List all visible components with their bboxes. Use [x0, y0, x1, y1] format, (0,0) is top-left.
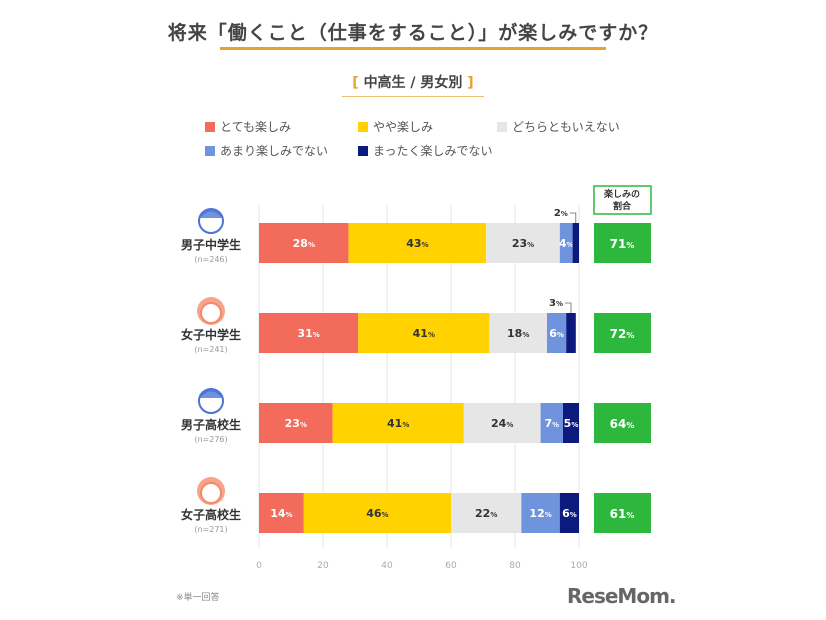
- bar-segment: [559, 223, 573, 263]
- bar-segment: [259, 403, 333, 443]
- footnote: ※単一回答: [176, 593, 220, 603]
- chart-subtitle: [ 中高生 / 男女別 ]: [352, 75, 474, 91]
- legend-swatch: [205, 145, 215, 156]
- logo: ReseMom.: [567, 584, 677, 608]
- total-label: 72%: [610, 327, 635, 341]
- category-label: 男子中学生: [181, 237, 241, 252]
- callout-line: [565, 302, 572, 313]
- bar-segment: [358, 313, 490, 353]
- data-label: 41%: [387, 417, 409, 430]
- data-label: 7%: [544, 417, 559, 430]
- data-label: 6%: [549, 327, 564, 340]
- total-box: [594, 493, 651, 533]
- x-tick-label: 0: [256, 561, 262, 571]
- x-tick-label: 100: [570, 561, 587, 571]
- callout-line: [569, 212, 577, 223]
- legend-label: やや楽しみ: [373, 120, 434, 134]
- total-label: 71%: [610, 237, 635, 251]
- category-n: (n=246): [194, 255, 227, 264]
- data-label: 31%: [297, 327, 319, 340]
- bar-segment: [540, 403, 563, 443]
- legend-item: あまり楽しみでない: [205, 142, 328, 159]
- bar-segment: [572, 223, 579, 263]
- legend-item: とても楽しみ: [205, 118, 291, 135]
- bar-segment: [563, 403, 579, 443]
- bar-segment: [332, 403, 464, 443]
- bar-segment: [521, 493, 560, 533]
- legend-label: まったく楽しみでない: [373, 144, 493, 158]
- legend-swatch: [205, 121, 215, 132]
- bar-segment: [259, 313, 359, 353]
- chart-title: 将来「働くこと（仕事をすること）」が楽しみですか？: [167, 22, 659, 44]
- total-box: [594, 313, 651, 353]
- data-label: 5%: [564, 417, 579, 430]
- data-label: 4%: [559, 237, 574, 250]
- subtitle-text: 中高生 / 男女別: [363, 75, 463, 91]
- data-label: 24%: [491, 417, 513, 430]
- bar-segment: [489, 313, 547, 353]
- bar-segment: [566, 313, 576, 353]
- total-box: [594, 403, 651, 443]
- bar-segment: [259, 223, 349, 263]
- legend-swatch: [358, 145, 368, 156]
- x-tick-label: 40: [381, 561, 393, 571]
- total-label: 61%: [610, 507, 635, 521]
- data-label: 43%: [406, 237, 428, 250]
- data-label: 18%: [507, 327, 529, 340]
- legend-label: とても楽しみ: [220, 120, 292, 134]
- data-label: 3%: [549, 298, 563, 309]
- title-underline: [220, 47, 606, 50]
- legend-swatch: [358, 121, 368, 132]
- data-label: 6%: [562, 507, 577, 520]
- legend-item: やや楽しみ: [358, 118, 433, 135]
- x-tick-label: 20: [317, 561, 329, 571]
- legend-swatch: [497, 121, 507, 132]
- x-tick-label: 80: [509, 561, 521, 571]
- x-tick-label: 60: [445, 561, 457, 571]
- bar-segment: [451, 493, 522, 533]
- legend-label: あまり楽しみでない: [220, 144, 329, 158]
- category-label: 女子中学生: [181, 327, 241, 342]
- data-label: 14%: [270, 507, 292, 520]
- legend-item: どちらともいえない: [497, 118, 620, 135]
- total-header: 割合: [613, 200, 632, 212]
- bar-segment: [547, 313, 567, 353]
- bar-segment: [259, 493, 304, 533]
- total-header: 楽しみの: [604, 188, 640, 200]
- bar-segment: [463, 403, 541, 443]
- total-header-box: [593, 185, 652, 215]
- subtitle-underline: [342, 96, 484, 97]
- category-n: (n=276): [194, 435, 227, 444]
- data-label: 2%: [554, 208, 568, 219]
- girl-face-icon: [200, 302, 222, 324]
- data-label: 41%: [413, 327, 435, 340]
- category-label: 女子高校生: [181, 507, 241, 522]
- total-label: 64%: [610, 417, 635, 431]
- bar-segment: [486, 223, 560, 263]
- bar-segment: [559, 493, 579, 533]
- hair: [198, 389, 224, 399]
- total-box: [594, 223, 651, 263]
- category-n: (n=271): [194, 525, 227, 534]
- category-n: (n=241): [194, 345, 227, 354]
- data-label: 46%: [366, 507, 388, 520]
- data-label: 22%: [475, 507, 497, 520]
- hair: [198, 209, 224, 219]
- bar-segment: [303, 493, 451, 533]
- data-label: 23%: [285, 417, 307, 430]
- bar-segment: [348, 223, 487, 263]
- legend-item: まったく楽しみでない: [358, 142, 493, 159]
- girl-face-icon: [200, 482, 222, 504]
- legend-label: どちらともいえない: [512, 120, 620, 134]
- data-label: 12%: [529, 507, 551, 520]
- data-label: 28%: [293, 237, 315, 250]
- category-label: 男子高校生: [181, 417, 241, 432]
- data-label: 23%: [512, 237, 534, 250]
